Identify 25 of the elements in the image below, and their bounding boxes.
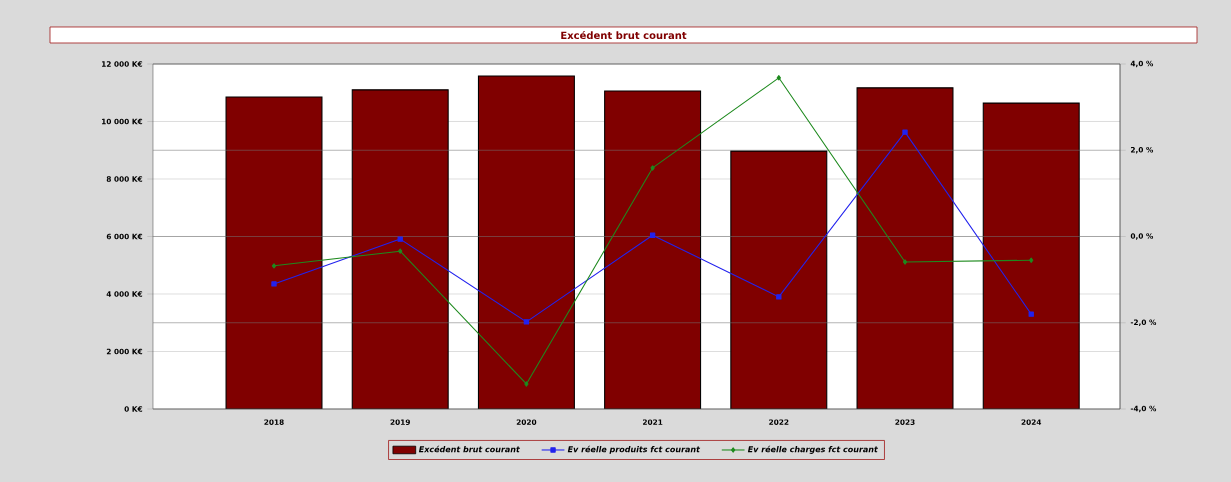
point <box>524 381 529 387</box>
point <box>271 281 277 287</box>
point <box>902 259 908 265</box>
bar <box>604 90 702 409</box>
bar <box>856 87 954 409</box>
legend-label: Ev réelle produits fct courant <box>567 445 701 454</box>
point <box>271 263 277 269</box>
chart-title: Excédent brut courant <box>561 30 687 40</box>
point <box>1028 311 1034 317</box>
point <box>776 75 781 81</box>
bar <box>477 75 575 409</box>
point <box>1029 257 1034 263</box>
point <box>902 129 908 135</box>
bar <box>730 150 828 409</box>
point <box>523 319 530 325</box>
bar <box>225 96 323 409</box>
bar <box>351 89 449 409</box>
point <box>398 248 403 254</box>
point <box>397 236 403 242</box>
legend-label: Excédent brut courant <box>418 445 521 453</box>
point <box>649 232 656 238</box>
bar <box>982 102 1080 409</box>
legend-label: Ev réelle charges fct courant <box>747 445 879 454</box>
point <box>776 294 782 300</box>
point <box>650 165 655 171</box>
